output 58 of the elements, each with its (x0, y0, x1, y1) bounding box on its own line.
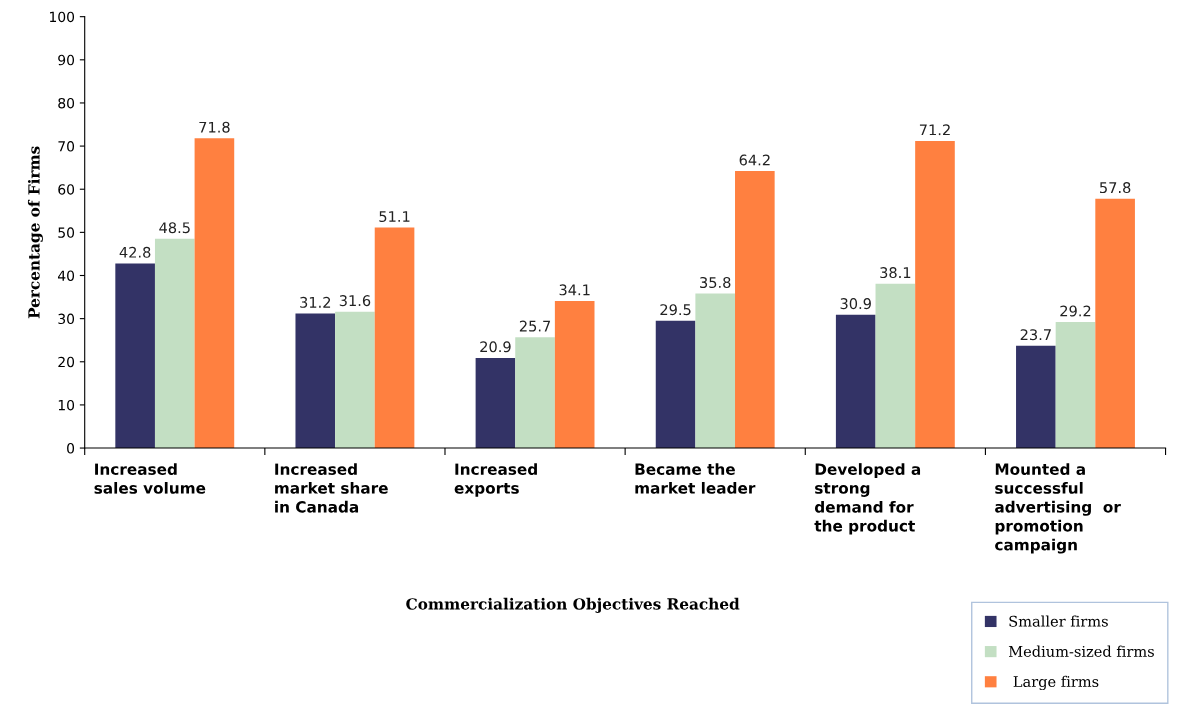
x-tick-label: Increased market share in Canada (275, 463, 388, 513)
bar (735, 171, 775, 449)
bar (1055, 322, 1096, 449)
bar (1016, 345, 1056, 449)
data-label: 31.2 (300, 296, 331, 308)
y-tick-label: 80 (58, 97, 75, 109)
data-label: 29.2 (1060, 305, 1091, 317)
legend-label: Smaller firms (1009, 615, 1108, 627)
y-tick-label: 50 (58, 227, 75, 238)
y-tick-label: 90 (58, 54, 75, 66)
y-tick-label: 70 (58, 141, 75, 152)
y-tick-label: 40 (57, 270, 75, 281)
x-tick-label: Increased exports (454, 463, 537, 497)
data-label: 31.6 (339, 295, 371, 307)
bar (1095, 198, 1135, 449)
data-label: 38.1 (880, 267, 911, 279)
bar (335, 311, 375, 449)
bar (115, 263, 155, 449)
data-label: 23.7 (1020, 329, 1051, 341)
y-tick-label: 10 (58, 399, 75, 411)
data-label: 51.1 (379, 211, 410, 223)
y-tick-label: 20 (58, 356, 75, 368)
data-label: 48.5 (159, 222, 190, 234)
y-tick-label: 60 (58, 184, 75, 195)
bar (695, 293, 736, 449)
data-label: 29.5 (660, 304, 691, 316)
data-label: 20.9 (480, 341, 511, 353)
bar (154, 238, 195, 449)
data-label: 71.8 (199, 121, 230, 133)
x-tick-label: Mounted a successful advertising or promotion campaign (995, 463, 1121, 554)
bar (655, 320, 696, 449)
y-tick-label: 100 (50, 11, 75, 23)
legend-label: Medium-sized firms (1008, 645, 1154, 657)
data-label: 42.8 (119, 246, 151, 258)
bar (475, 357, 516, 449)
x-axis-title: Commercialization Objectives Reached (406, 597, 740, 613)
bar (875, 283, 916, 449)
data-label: 35.8 (700, 276, 731, 289)
bar (194, 138, 235, 449)
y-axis-title: Percentage of Firms (27, 146, 43, 319)
data-label: 25.7 (519, 320, 551, 332)
data-label: 30.9 (840, 298, 871, 310)
data-label: 71.2 (919, 124, 950, 136)
bar (515, 337, 555, 449)
bar (835, 314, 876, 449)
legend-label: Large firms (1013, 675, 1099, 691)
data-label: 34.1 (559, 284, 590, 296)
y-tick-label: 0 (67, 443, 75, 454)
data-label: 57.8 (1100, 182, 1131, 194)
bar (374, 227, 415, 449)
bar (295, 313, 336, 449)
x-tick-label: Increased sales volume (94, 463, 206, 494)
x-tick-label: Became the market leader (635, 463, 756, 494)
y-tick-label: 30 (58, 313, 75, 325)
bar (554, 300, 595, 449)
data-label: 64.2 (739, 154, 770, 166)
x-tick-label: Developed a strong demand for the product (814, 463, 921, 535)
bar (915, 140, 955, 449)
